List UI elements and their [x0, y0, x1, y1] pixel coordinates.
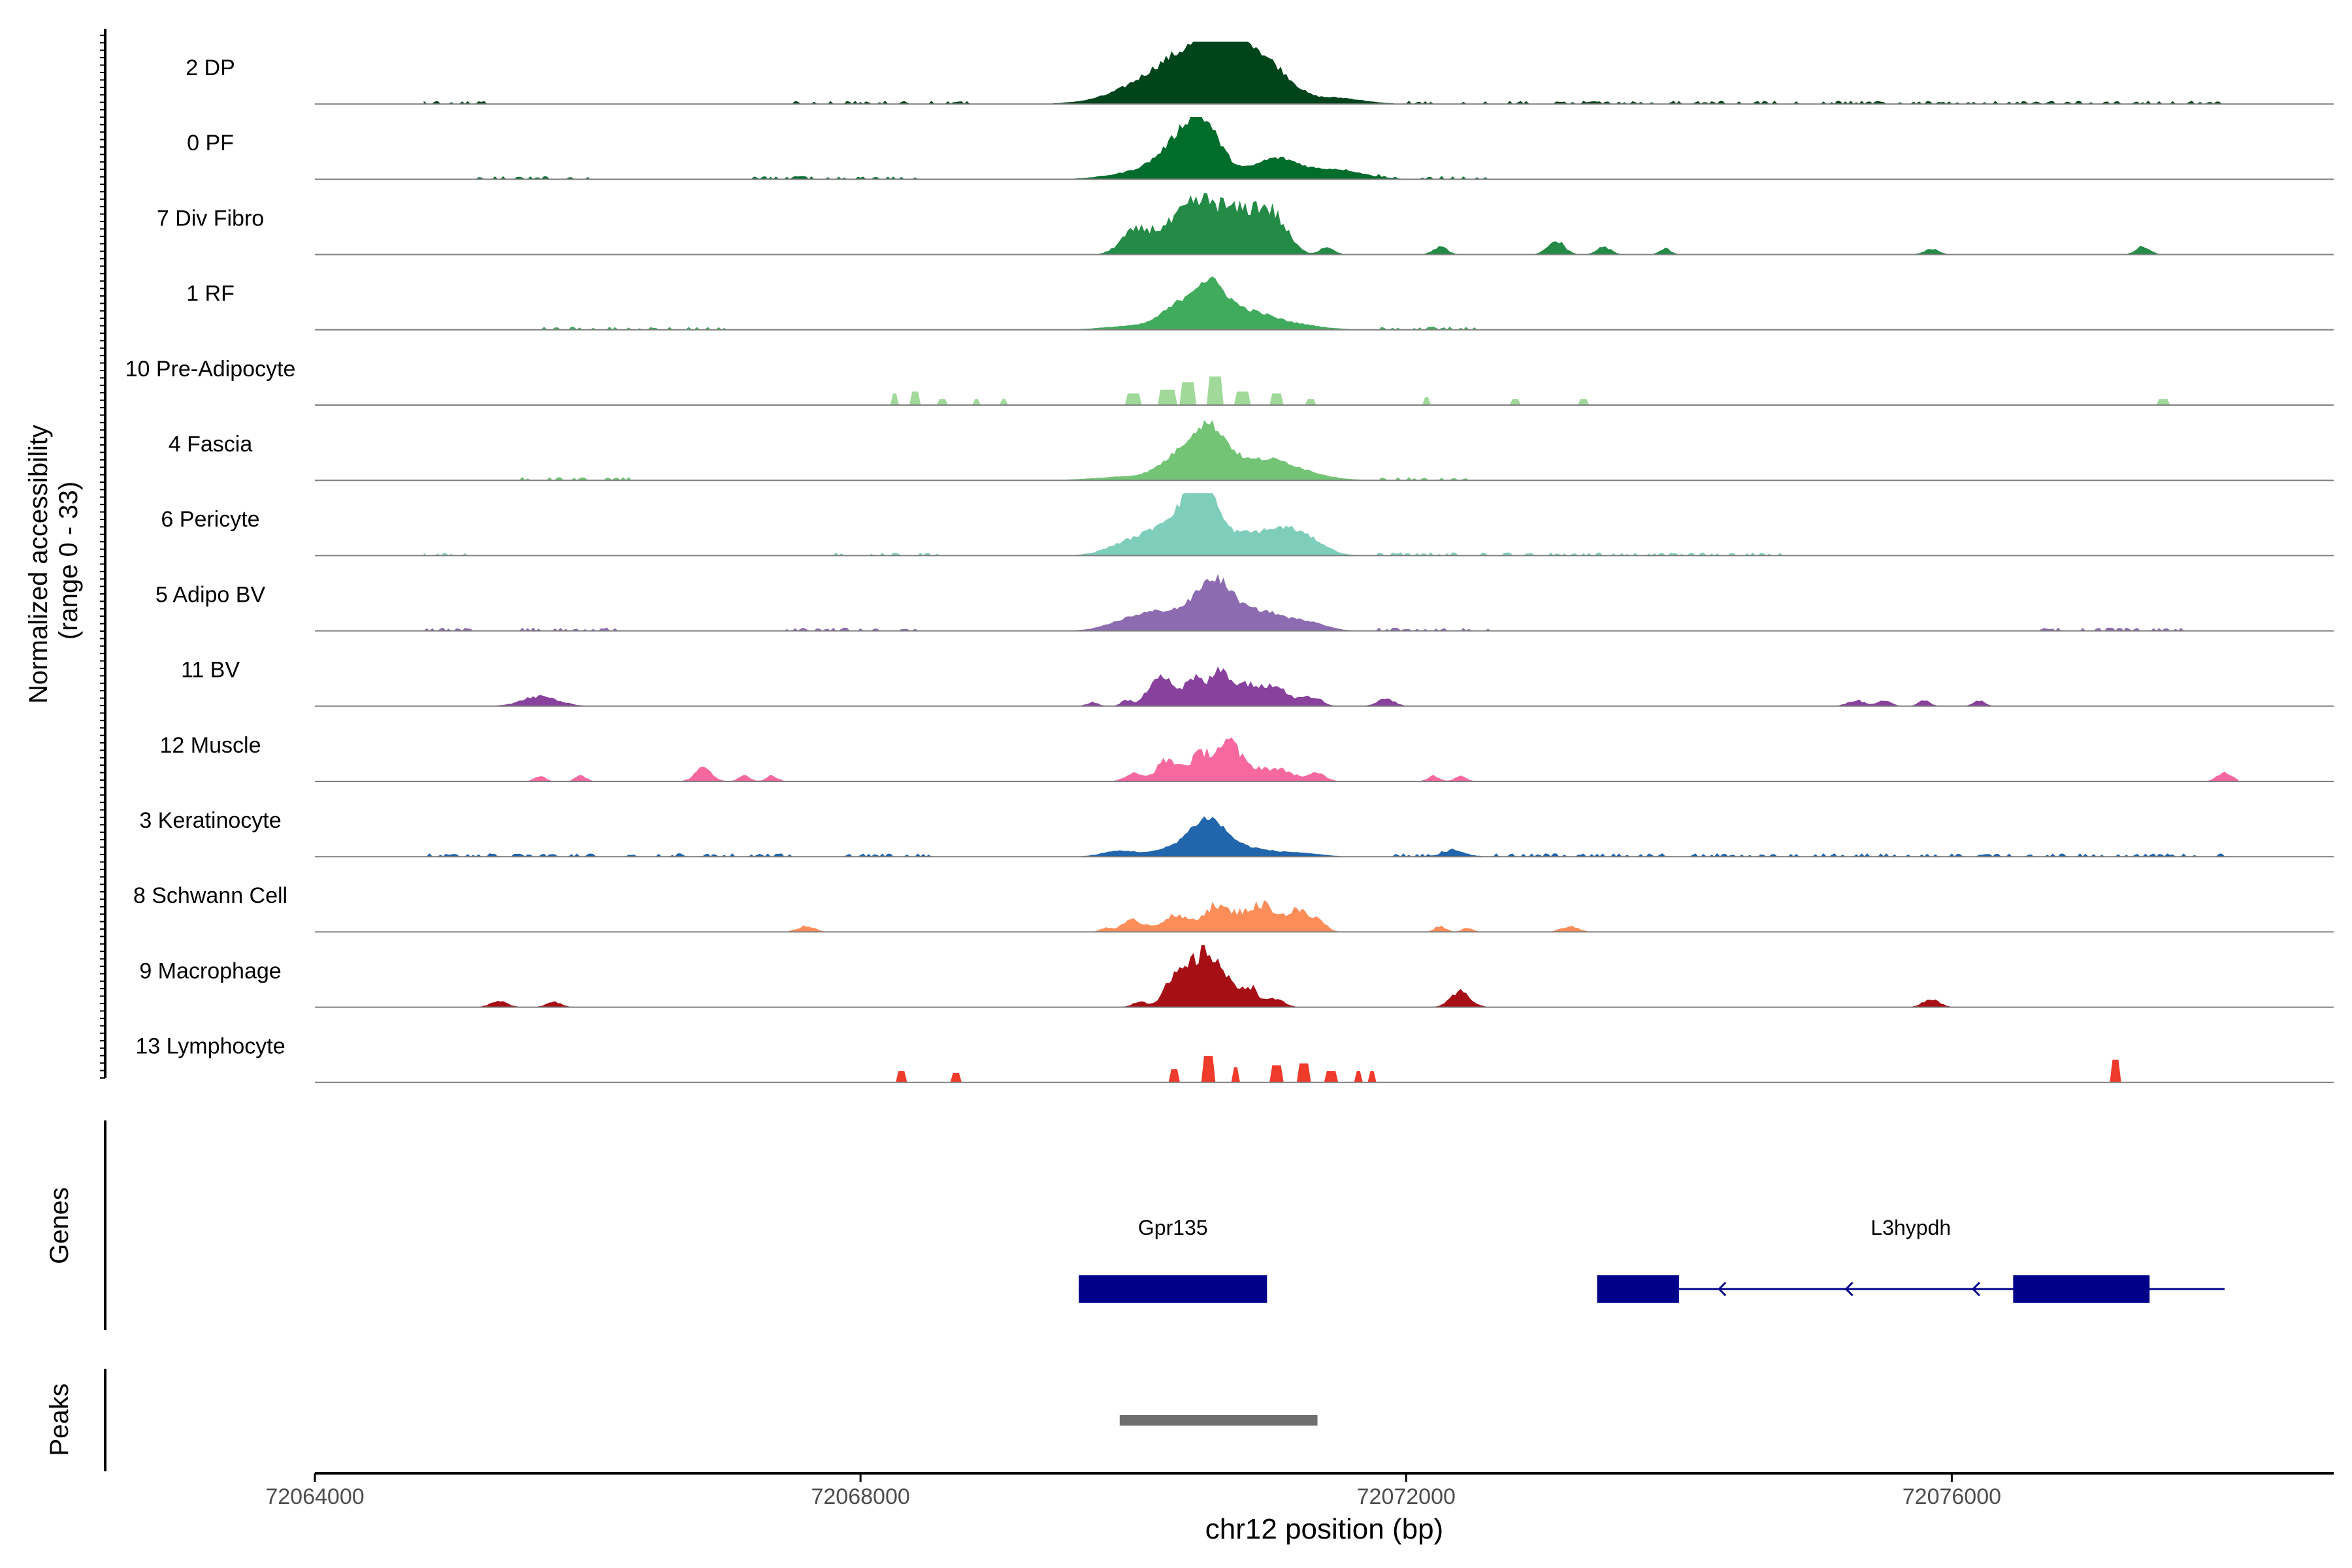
y-axis-label: Normalized accessibility (range 0 - 33)	[24, 417, 83, 704]
track-4-fascia: 4 Fascia	[169, 419, 2334, 482]
peak-regions	[1119, 1415, 1318, 1426]
x-axis-label: chr12 position (bp)	[1205, 1513, 1443, 1545]
track-label: 0 PF	[187, 131, 234, 155]
gene-name-label: Gpr135	[1138, 1216, 1208, 1239]
coverage-area	[424, 737, 2239, 782]
genes-panel-label: Genes	[45, 1187, 74, 1264]
coverage-tracks: 2 DP 0 PF 7 Div Fibro 1 RF 10 Pre-Adipocyte 4…	[125, 41, 2334, 1083]
coverage-area	[424, 276, 2238, 331]
gene-gpr135: Gpr135	[1079, 1216, 1267, 1303]
track-9-macrophage: 9 Macrophage	[139, 945, 2334, 1008]
x-axis-tick-label: 72072000	[1357, 1484, 1456, 1509]
track-6-pericyte: 6 Pericyte	[161, 493, 2334, 557]
track-13-lymphocyte: 13 Lymphocyte	[135, 1034, 2334, 1083]
strand-arrow	[1844, 1281, 1854, 1297]
gene-exon	[1079, 1275, 1267, 1303]
track-3-keratinocyte: 3 Keratinocyte	[139, 808, 2334, 858]
coverage-area	[424, 900, 2238, 932]
coverage-area	[424, 419, 2238, 481]
genes-panel: Genes Gpr135 L3hypdh	[45, 1120, 2225, 1330]
y-axis-label-line1: Normalized accessibility	[24, 425, 53, 704]
coverage-area	[424, 376, 2238, 406]
track-label: 4 Fascia	[169, 432, 253, 457]
coverage-area	[424, 117, 2238, 180]
track-label: 5 Adipo BV	[155, 582, 266, 607]
track-5-adipo-bv: 5 Adipo BV	[155, 574, 2334, 632]
coverage-area	[423, 493, 2238, 556]
coverage-area	[424, 666, 2238, 707]
track-label: 2 DP	[186, 56, 235, 80]
peaks-panel-label: Peaks	[45, 1383, 74, 1456]
track-11-bv: 11 BV	[181, 658, 2334, 707]
coverage-area	[424, 945, 2238, 1007]
gene-exon	[2013, 1275, 2150, 1303]
track-label: 6 Pericyte	[161, 507, 259, 532]
strand-arrow	[1971, 1281, 1981, 1297]
track-label: 12 Muscle	[160, 733, 261, 758]
track-8-schwann-cell: 8 Schwann Cell	[133, 883, 2334, 933]
coverage-area	[424, 816, 2238, 857]
strand-arrow	[1718, 1281, 1727, 1297]
peaks-panel: Peaks	[45, 1369, 1318, 1471]
track-label: 1 RF	[186, 282, 235, 306]
coverage-area	[423, 41, 2238, 105]
track-label: 8 Schwann Cell	[133, 883, 287, 908]
coverage-area	[424, 193, 2238, 255]
track-label: 3 Keratinocyte	[139, 808, 281, 833]
peak-region-bar	[1119, 1415, 1318, 1426]
track-1-rf: 1 RF	[186, 276, 2334, 331]
track-10-pre-adipocyte: 10 Pre-Adipocyte	[125, 357, 2334, 406]
track-label: 13 Lymphocyte	[135, 1034, 285, 1059]
y-axis-label-line2: (range 0 - 33)	[54, 482, 83, 640]
track-label: 9 Macrophage	[139, 958, 281, 983]
coverage-y-axis	[100, 29, 106, 1079]
x-axis-tick-label: 72064000	[265, 1484, 364, 1509]
gene-name-label: L3hypdh	[1870, 1216, 1951, 1239]
x-axis: 72064000 72068000 72072000 72076000	[265, 1472, 2334, 1509]
track-label: 10 Pre-Adipocyte	[125, 357, 296, 382]
track-label: 11 BV	[181, 658, 240, 683]
gene-exon	[1597, 1275, 1679, 1303]
coverage-area	[424, 1056, 2238, 1083]
gene-annotations: Gpr135 L3hypdh	[1079, 1216, 2225, 1303]
track-12-muscle: 12 Muscle	[160, 733, 2334, 782]
track-2-dp: 2 DP	[186, 41, 2334, 105]
gene-l3hypdh: L3hypdh	[1597, 1216, 2225, 1303]
track-label: 7 Div Fibro	[157, 206, 264, 231]
x-axis-tick-label: 72076000	[1903, 1484, 2001, 1509]
track-7-div-fibro: 7 Div Fibro	[157, 193, 2334, 255]
x-axis-tick-label: 72068000	[811, 1484, 909, 1509]
coverage-area	[423, 574, 2238, 632]
track-0-pf: 0 PF	[187, 117, 2334, 180]
